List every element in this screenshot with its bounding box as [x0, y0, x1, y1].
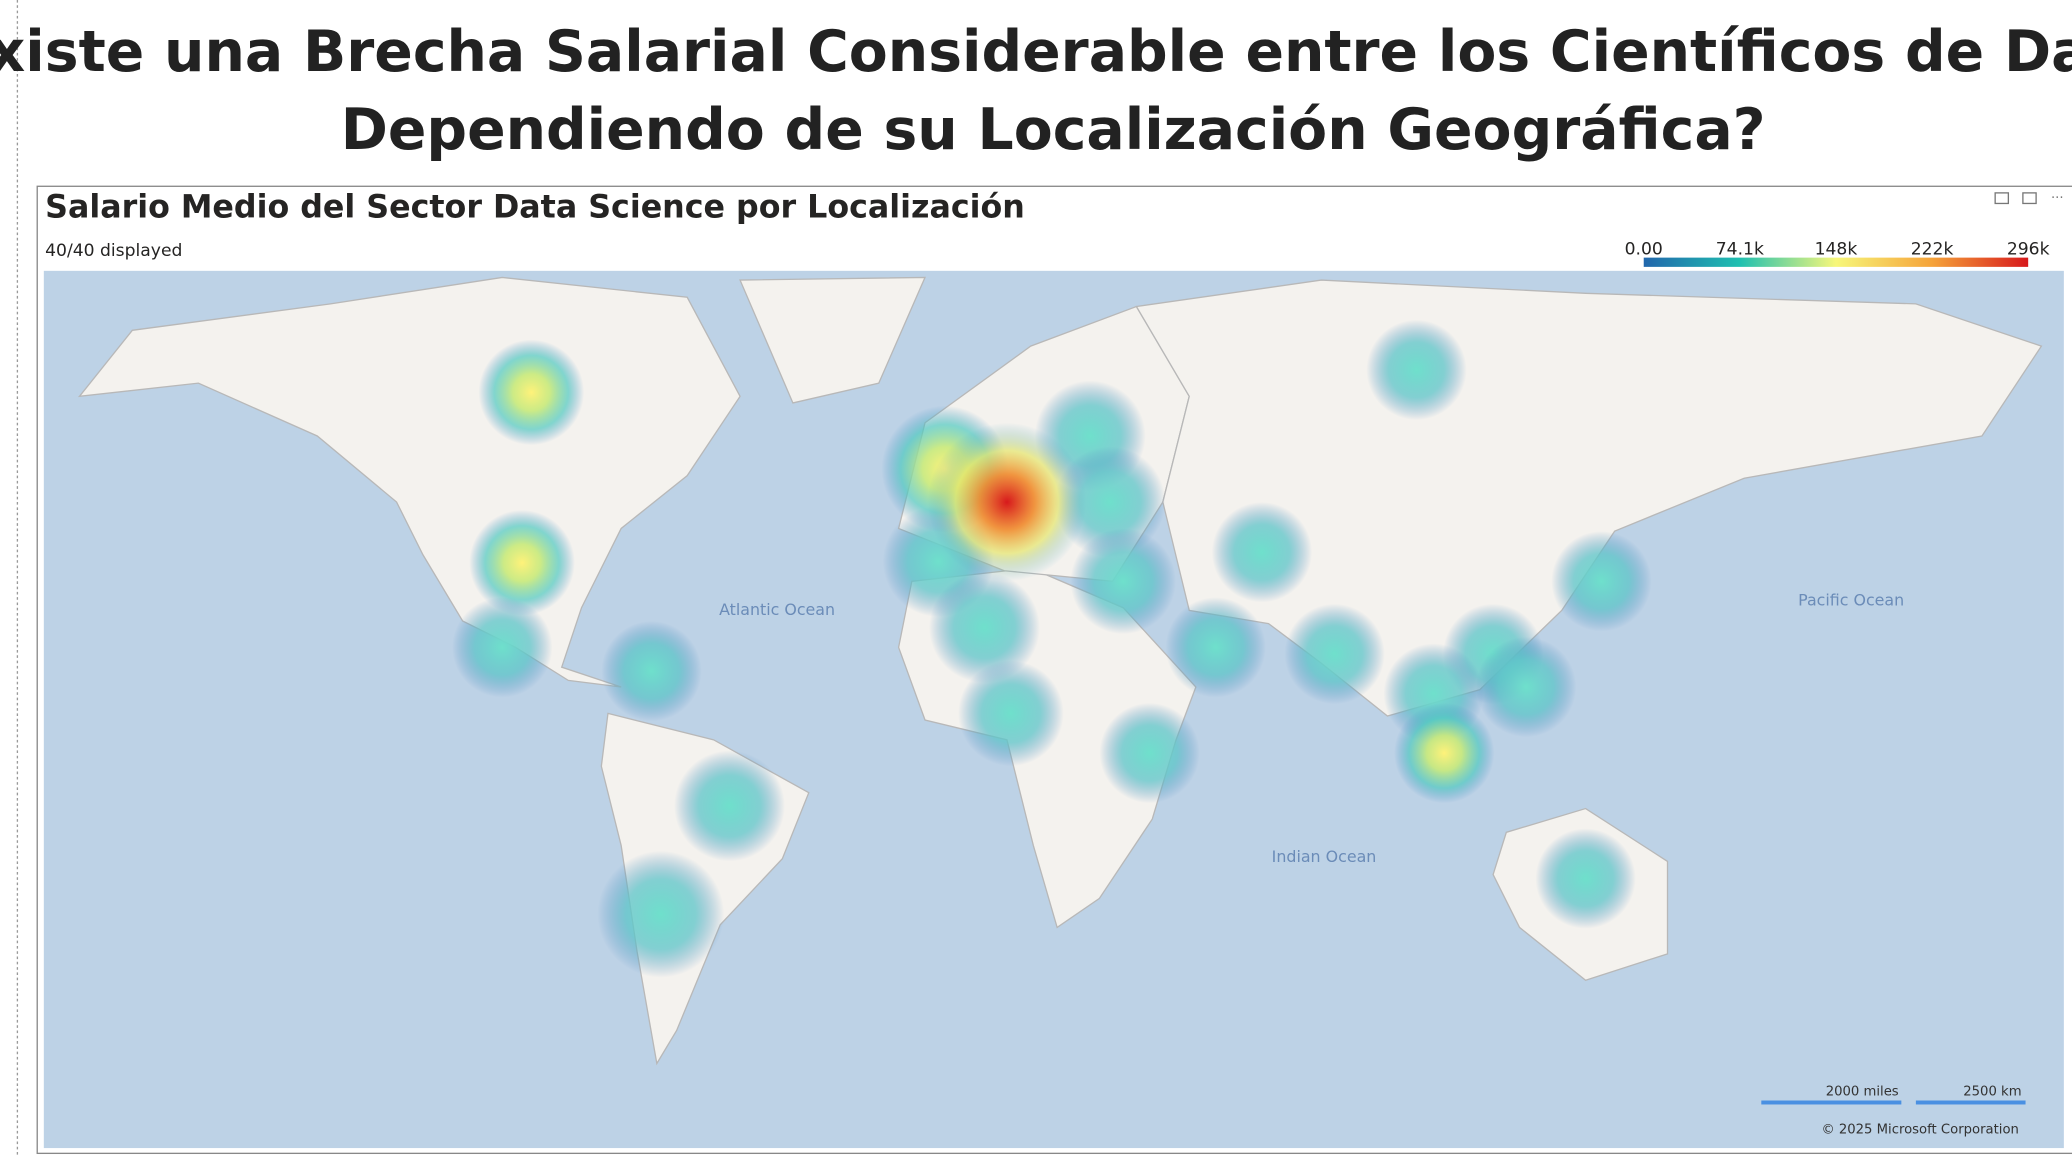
heat-blob — [927, 422, 1087, 582]
heat-blob — [958, 660, 1064, 767]
heatmap — [452, 319, 1652, 978]
scale-bar — [1761, 1100, 1902, 1105]
heat-blob — [1165, 597, 1266, 698]
page-title: ¿Existe una Brecha Salarial Considerable… — [0, 19, 2072, 85]
legend-label: 296k — [2007, 240, 2050, 260]
heat-blob — [1054, 446, 1166, 558]
heat-blob — [1211, 502, 1313, 603]
legend-label: 148k — [1815, 240, 1858, 260]
heat-blob — [1394, 702, 1495, 804]
heat-blob — [1366, 319, 1467, 421]
heat-blob — [452, 597, 553, 698]
heat-blob — [1475, 636, 1577, 738]
displayed-count: 40/40 displayed — [45, 241, 182, 261]
heat-blob — [1535, 828, 1636, 929]
legend-gradient — [1643, 257, 2029, 267]
heat-blob — [1284, 603, 1385, 705]
visual-title: Salario Medio del Sector Data Science po… — [45, 190, 1025, 226]
heat-blob — [1070, 528, 1177, 635]
heat-blob — [478, 339, 585, 446]
ocean-label: Pacific Ocean — [1798, 591, 1904, 610]
more-icon[interactable]: ··· — [2051, 191, 2064, 206]
scale-bar — [1915, 1100, 2026, 1105]
land — [739, 276, 927, 404]
heat-blob — [928, 572, 1040, 684]
legend-label: 74.1k — [1716, 240, 1764, 260]
legend-label: 0.00 — [1625, 240, 1663, 260]
heat-blob — [1099, 702, 1200, 804]
scale-label: 2500 km — [1963, 1084, 2021, 1099]
map: Atlantic Ocean Pacific Ocean Indian Ocea… — [43, 270, 2064, 1149]
visual-header-icons: ··· — [1994, 191, 2064, 206]
ocean-label: Indian Ocean — [1272, 847, 1377, 866]
copyright: © 2025 Microsoft Corporation — [1821, 1123, 2018, 1138]
heat-blob — [597, 850, 725, 978]
heat-blob — [1551, 531, 1652, 632]
heat-blob — [674, 750, 785, 862]
visual-frame — [36, 185, 2072, 1155]
page-title: Dependiendo de su Localización Geográfic… — [341, 97, 1766, 163]
legend-label: 222k — [1911, 240, 1954, 260]
ocean-label: Atlantic Ocean — [719, 600, 835, 619]
focus-icon[interactable] — [2022, 192, 2037, 205]
filter-icon[interactable] — [1994, 192, 2010, 205]
heat-blob — [469, 509, 575, 616]
legend: 0.00 74.1k 148k 222k 296k — [1625, 240, 2050, 267]
heat-blob — [601, 620, 702, 722]
scale-label: 2000 miles — [1826, 1084, 1899, 1099]
